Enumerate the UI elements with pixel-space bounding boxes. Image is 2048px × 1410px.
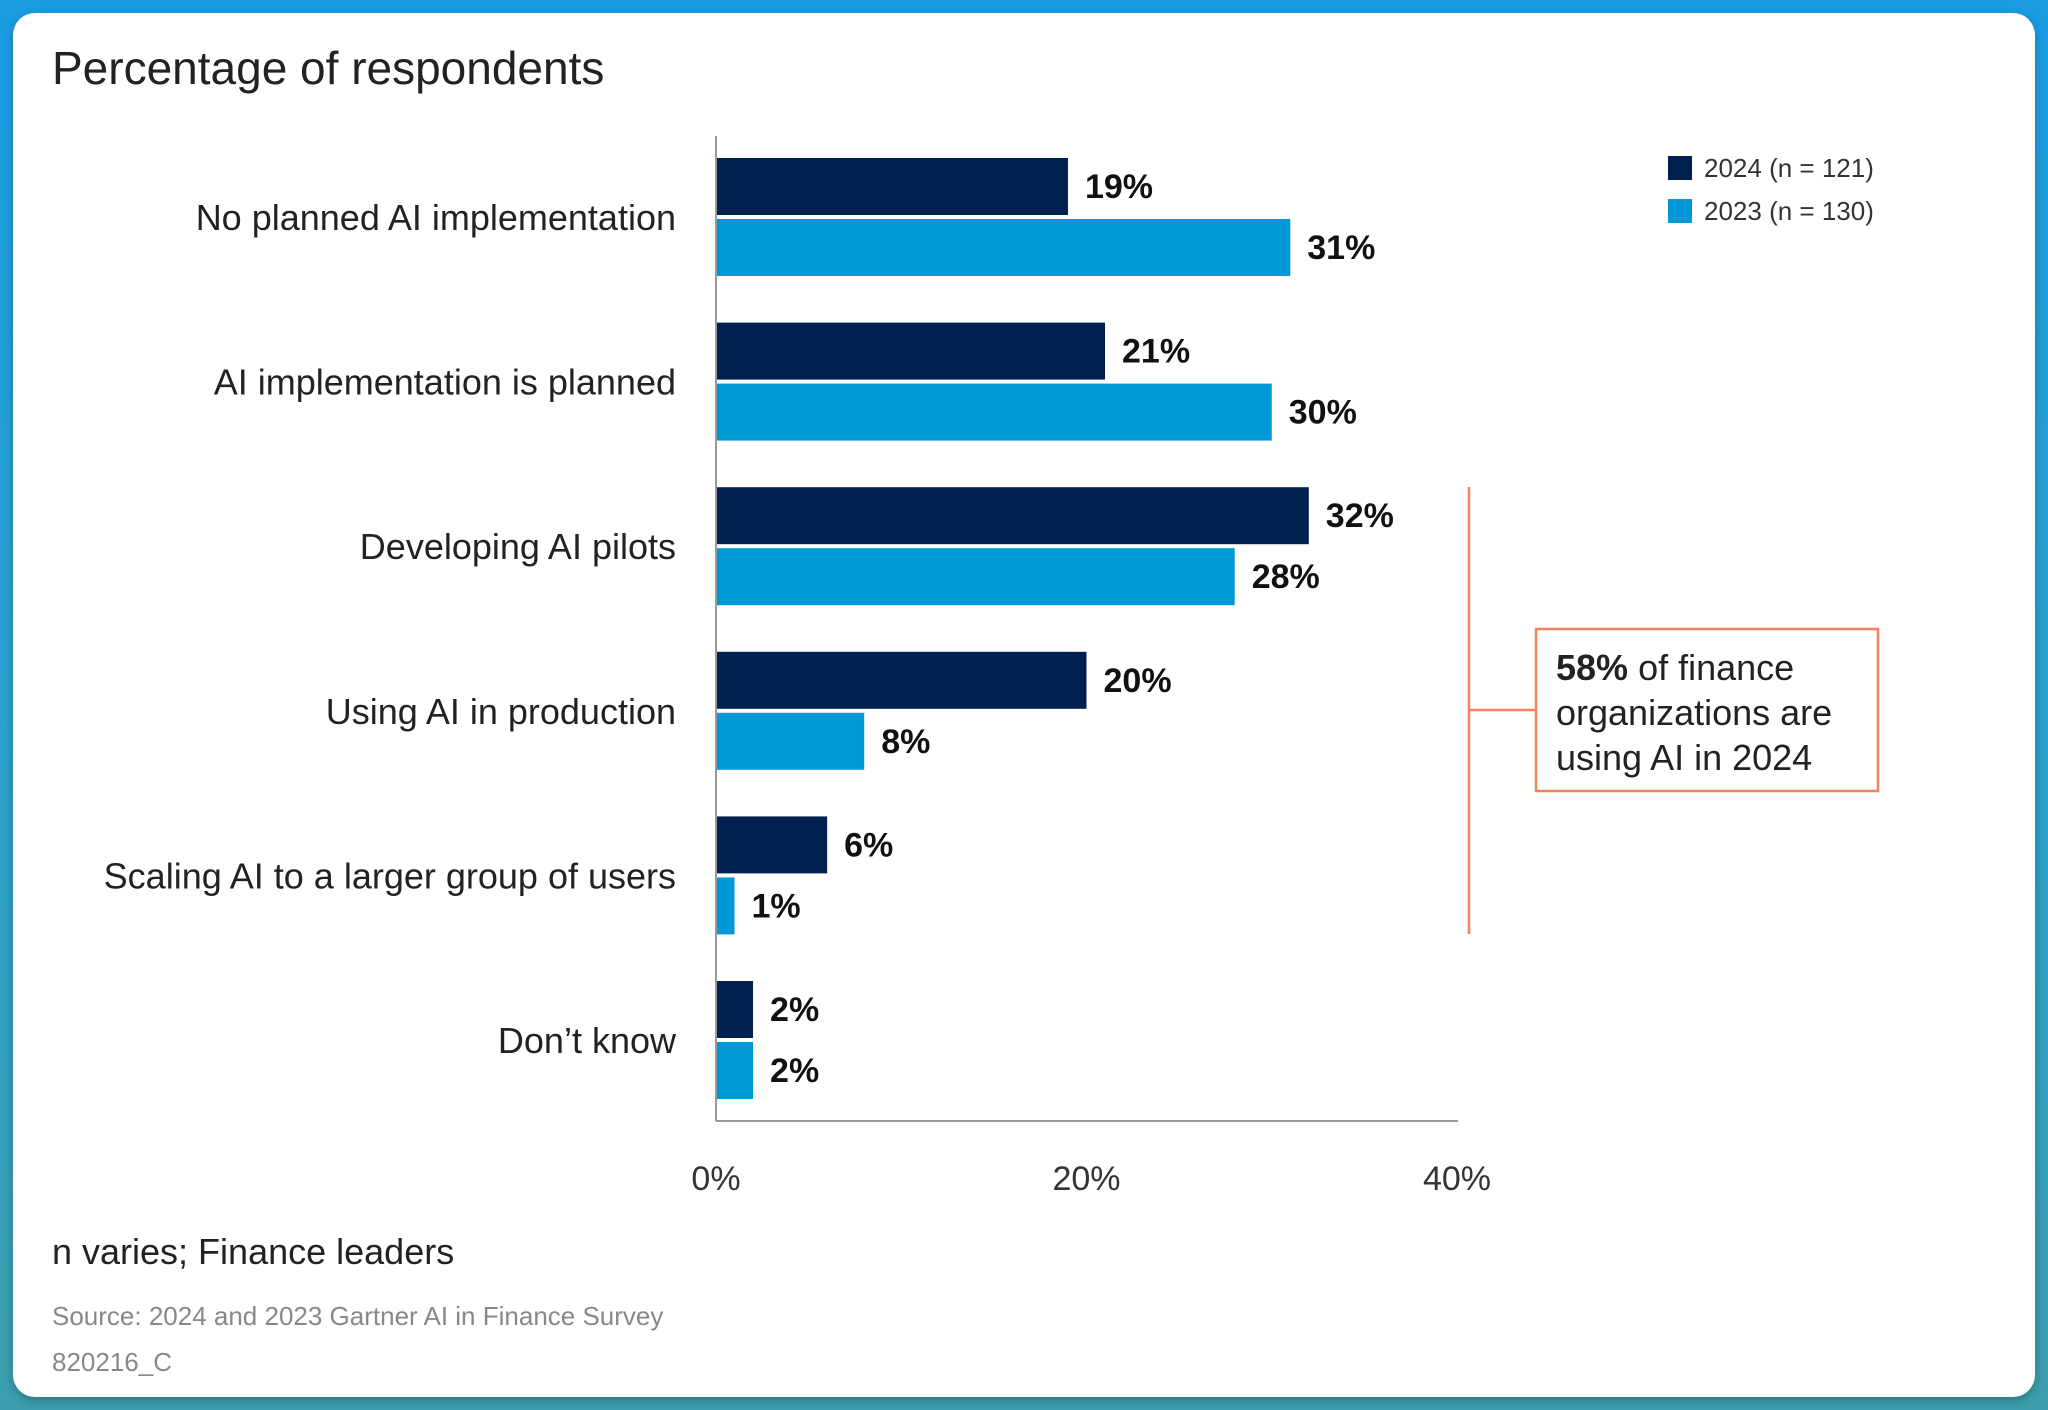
value-label: 32% — [1326, 497, 1394, 535]
bar-2023 — [716, 1042, 754, 1099]
legend-label-2024: 2024 (n = 121) — [1704, 153, 1874, 183]
bar-2023 — [716, 877, 735, 935]
chart-subtitle: n varies; Finance leaders — [52, 1231, 454, 1272]
category-label: No planned AI implementation — [196, 197, 676, 238]
annotation-line1: 58% of finance — [1556, 647, 1794, 688]
category-label: Developing AI pilots — [360, 526, 676, 567]
value-label: 21% — [1122, 333, 1190, 371]
value-label: 20% — [1104, 662, 1172, 700]
annotation: 58% of finance organizations are using A… — [1467, 487, 1880, 934]
bar-2023 — [716, 383, 1272, 441]
chart-title: Percentage of respondents — [52, 42, 604, 94]
figure-code: 820216_C — [52, 1347, 172, 1377]
bar-2024 — [716, 487, 1309, 545]
bar-2024 — [716, 651, 1087, 709]
bar-2024 — [716, 322, 1106, 380]
bar-2023 — [716, 219, 1291, 276]
legend-swatch-2024 — [1668, 156, 1692, 180]
value-label: 1% — [752, 887, 801, 925]
value-label: 19% — [1085, 168, 1153, 206]
value-label: 6% — [844, 826, 893, 864]
value-label: 2% — [770, 1052, 819, 1090]
annotation-line2: organizations are — [1556, 692, 1832, 733]
annotation-line3: using AI in 2024 — [1556, 737, 1812, 778]
category-label: Scaling AI to a larger group of users — [104, 855, 676, 896]
legend: 2024 (n = 121) 2023 (n = 130) — [1668, 153, 1874, 226]
legend-swatch-2023 — [1668, 199, 1692, 223]
x-tick-label: 0% — [691, 1160, 740, 1198]
x-tick-label: 40% — [1423, 1160, 1491, 1198]
x-tick-label: 20% — [1052, 1160, 1120, 1198]
bar-2024 — [716, 981, 754, 1038]
bar-2024 — [716, 816, 828, 874]
category-label: AI implementation is planned — [214, 362, 676, 403]
bar-2024 — [716, 158, 1068, 215]
value-label: 28% — [1252, 558, 1320, 596]
legend-label-2023: 2023 (n = 130) — [1704, 196, 1874, 226]
category-label: Using AI in production — [326, 691, 676, 732]
bar-2023 — [716, 548, 1235, 606]
value-label: 2% — [770, 991, 819, 1029]
value-label: 30% — [1289, 394, 1357, 432]
value-label: 31% — [1307, 229, 1375, 267]
category-label: Don’t know — [498, 1020, 677, 1061]
bar-2023 — [716, 712, 865, 770]
source-note: Source: 2024 and 2023 Gartner AI in Fina… — [52, 1301, 663, 1331]
value-label: 8% — [881, 723, 930, 761]
annotation-box — [1534, 627, 1880, 793]
